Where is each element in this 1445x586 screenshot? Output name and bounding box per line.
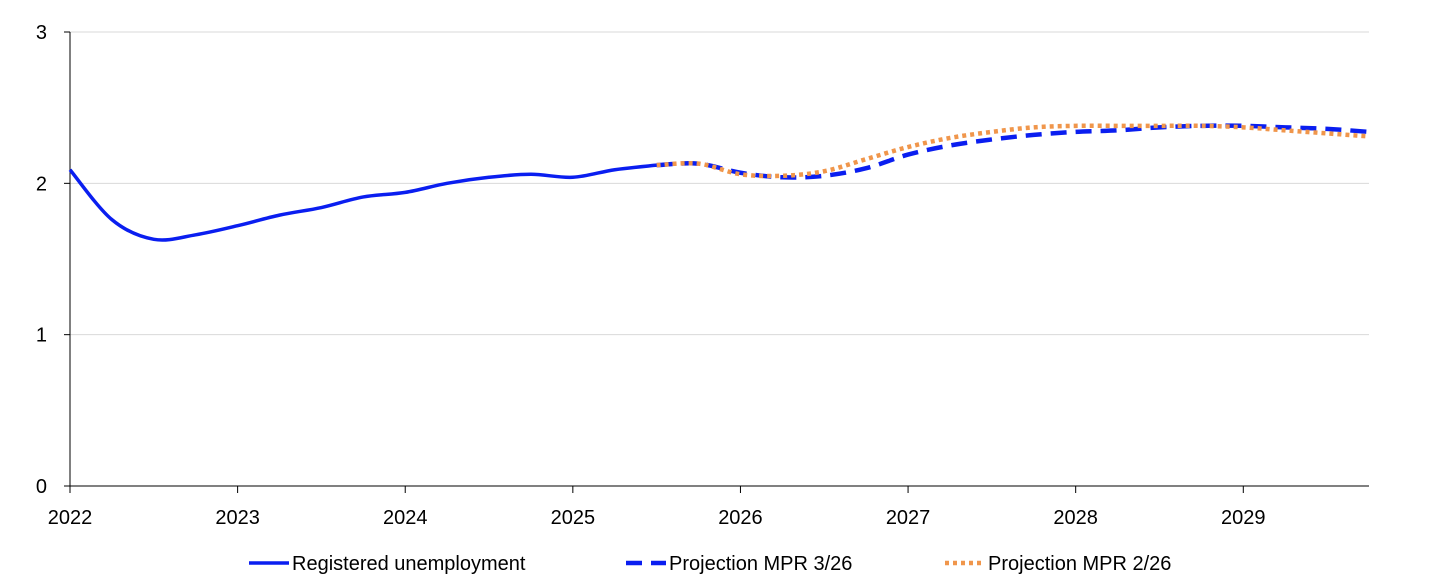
x-tick-label: 2023 — [215, 507, 260, 529]
x-tick-label: 2027 — [886, 507, 931, 529]
series-line-registered-unemployment — [68, 163, 657, 242]
x-tick-label: 2025 — [551, 507, 596, 529]
x-ticks: 2022 2023 2024 2025 2026 2027 2028 2029 — [48, 486, 1266, 529]
legend-label: Projection MPR 2/26 — [988, 553, 1171, 575]
y-ticks: 0 1 2 3 — [36, 22, 70, 498]
x-tick-label: 2022 — [48, 507, 93, 529]
legend-label: Registered unemployment — [292, 553, 526, 575]
y-tick-label: 2 — [36, 173, 47, 195]
gridlines — [70, 31, 1369, 336]
x-tick-label: 2029 — [1221, 507, 1266, 529]
legend-label: Projection MPR 3/26 — [669, 553, 852, 575]
axes — [69, 32, 1369, 487]
legend: Registered unemployment Projection MPR 3/… — [249, 553, 1171, 575]
series-line-projection-mpr-3-26 — [656, 123, 1370, 180]
y-tick-label: 3 — [36, 22, 47, 44]
y-tick-label: 0 — [36, 476, 47, 498]
x-tick-label: 2026 — [718, 507, 763, 529]
y-tick-label: 1 — [36, 325, 47, 347]
x-tick-label: 2028 — [1053, 507, 1098, 529]
x-tick-label: 2024 — [383, 507, 428, 529]
series-group — [68, 123, 1370, 242]
series-line-projection-mpr-2-26 — [656, 123, 1370, 179]
